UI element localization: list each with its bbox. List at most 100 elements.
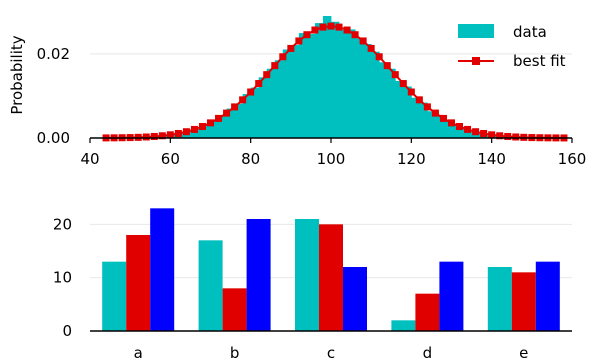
histogram-bar <box>491 135 501 138</box>
histogram-bar <box>475 132 485 138</box>
best-fit-marker <box>319 23 327 31</box>
best-fit-marker <box>456 123 464 131</box>
histogram-bar <box>355 38 364 138</box>
histogram-bar <box>387 68 396 138</box>
histogram-axes: 0.00 0.02 40 60 80 100 120 140 160 <box>37 45 587 168</box>
bar-y-tick-label: 20 <box>53 215 72 233</box>
best-fit-marker <box>383 62 391 70</box>
grouped-bar-chart: 0 10 20 a b c d e <box>53 208 572 362</box>
bar-y-tick-label: 10 <box>53 269 72 287</box>
bar <box>343 267 367 331</box>
histogram-bar <box>339 30 348 139</box>
best-fit-marker <box>480 129 488 137</box>
bar <box>535 261 560 331</box>
bar <box>126 235 151 331</box>
histogram-bar <box>242 94 252 138</box>
bar-category-label: a <box>134 344 143 362</box>
bar-category-label: e <box>519 344 528 362</box>
histogram-bar <box>467 130 476 138</box>
y-axis-title: Probability <box>8 35 26 114</box>
histogram-bar <box>483 134 493 138</box>
histogram-x-tick-label: 100 <box>317 150 346 168</box>
best-fit-marker <box>158 132 166 140</box>
bar-y-tick-label: 0 <box>62 322 72 340</box>
legend-label-data: data <box>513 23 547 41</box>
best-fit-marker <box>150 132 158 140</box>
histogram-bar <box>282 49 292 139</box>
histogram-bar <box>234 103 244 138</box>
histogram-x-tick-label: 80 <box>241 150 260 168</box>
best-fit-marker <box>255 80 263 88</box>
best-fit-marker <box>287 44 295 52</box>
histogram-x-tick-label: 160 <box>558 150 587 168</box>
histogram-bar <box>459 128 468 138</box>
histogram-bar <box>218 116 227 138</box>
best-fit-marker <box>247 88 255 96</box>
bar-category-label: b <box>230 344 240 362</box>
best-fit-marker <box>207 119 214 127</box>
best-fit-marker <box>504 132 512 140</box>
histogram-bar <box>314 23 324 139</box>
histogram-bars <box>106 16 557 139</box>
legend-swatch-fit-marker <box>472 57 480 65</box>
legend: data best fit <box>458 23 566 70</box>
best-fit-marker <box>142 133 150 141</box>
histogram-bar <box>194 127 203 138</box>
histogram-bar <box>226 108 235 138</box>
histogram-bar <box>210 119 219 138</box>
bar <box>391 320 416 331</box>
bar <box>319 224 343 331</box>
best-fit-marker <box>448 119 455 127</box>
best-fit-marker <box>488 131 496 139</box>
best-fit-marker <box>423 103 431 111</box>
bar <box>439 261 464 331</box>
bar <box>102 261 127 331</box>
histogram-bar <box>186 130 195 138</box>
best-fit-marker <box>327 22 335 30</box>
histogram-x-tick-label: 120 <box>397 150 426 168</box>
best-fit-marker <box>279 53 287 61</box>
best-fit-marker <box>359 37 367 45</box>
best-fit-marker <box>174 129 182 137</box>
histogram-bar <box>427 111 436 138</box>
histogram-x-tick-label: 140 <box>477 150 506 168</box>
bar <box>511 272 536 331</box>
best-fit-marker <box>271 62 279 70</box>
histogram-y-tick-label: 0.00 <box>37 129 70 147</box>
best-fit-marker <box>391 71 399 79</box>
best-fit-marker <box>399 80 407 88</box>
histogram-bar <box>322 16 332 138</box>
best-fit-marker <box>223 109 231 117</box>
histogram-bar <box>371 51 380 138</box>
best-fit-marker <box>239 96 247 104</box>
histogram-bar <box>451 124 460 138</box>
histogram-bar <box>170 134 179 138</box>
best-fit-marker <box>343 26 351 34</box>
histogram-bar <box>178 132 187 138</box>
histogram-chart: 0.00 0.02 40 60 80 100 120 140 160 Probability d… <box>8 16 586 168</box>
histogram-bar <box>403 86 412 138</box>
bar <box>246 219 271 331</box>
histogram-bar <box>363 43 372 138</box>
best-fit-marker <box>335 23 343 31</box>
histogram-bar <box>411 97 420 138</box>
best-fit-marker <box>496 132 504 140</box>
bar-bars <box>102 208 560 331</box>
histogram-bar <box>443 121 452 138</box>
best-fit-marker <box>472 128 480 136</box>
histogram-bar <box>306 33 316 138</box>
best-fit-marker <box>512 133 520 141</box>
histogram-y-tick-label: 0.02 <box>37 45 70 63</box>
histogram-bar <box>162 135 171 138</box>
bar-axes: 0 10 20 a b c d e <box>53 215 572 362</box>
bar-category-label: d <box>423 344 433 362</box>
bar <box>415 293 440 331</box>
bar <box>150 208 175 331</box>
bar <box>198 240 223 331</box>
bar <box>295 219 319 331</box>
legend-label-fit: best fit <box>513 52 566 70</box>
best-fit-marker <box>415 96 423 104</box>
histogram-bar <box>258 77 268 138</box>
histogram-bar <box>274 60 284 139</box>
histogram-x-tick-label: 60 <box>161 150 180 168</box>
